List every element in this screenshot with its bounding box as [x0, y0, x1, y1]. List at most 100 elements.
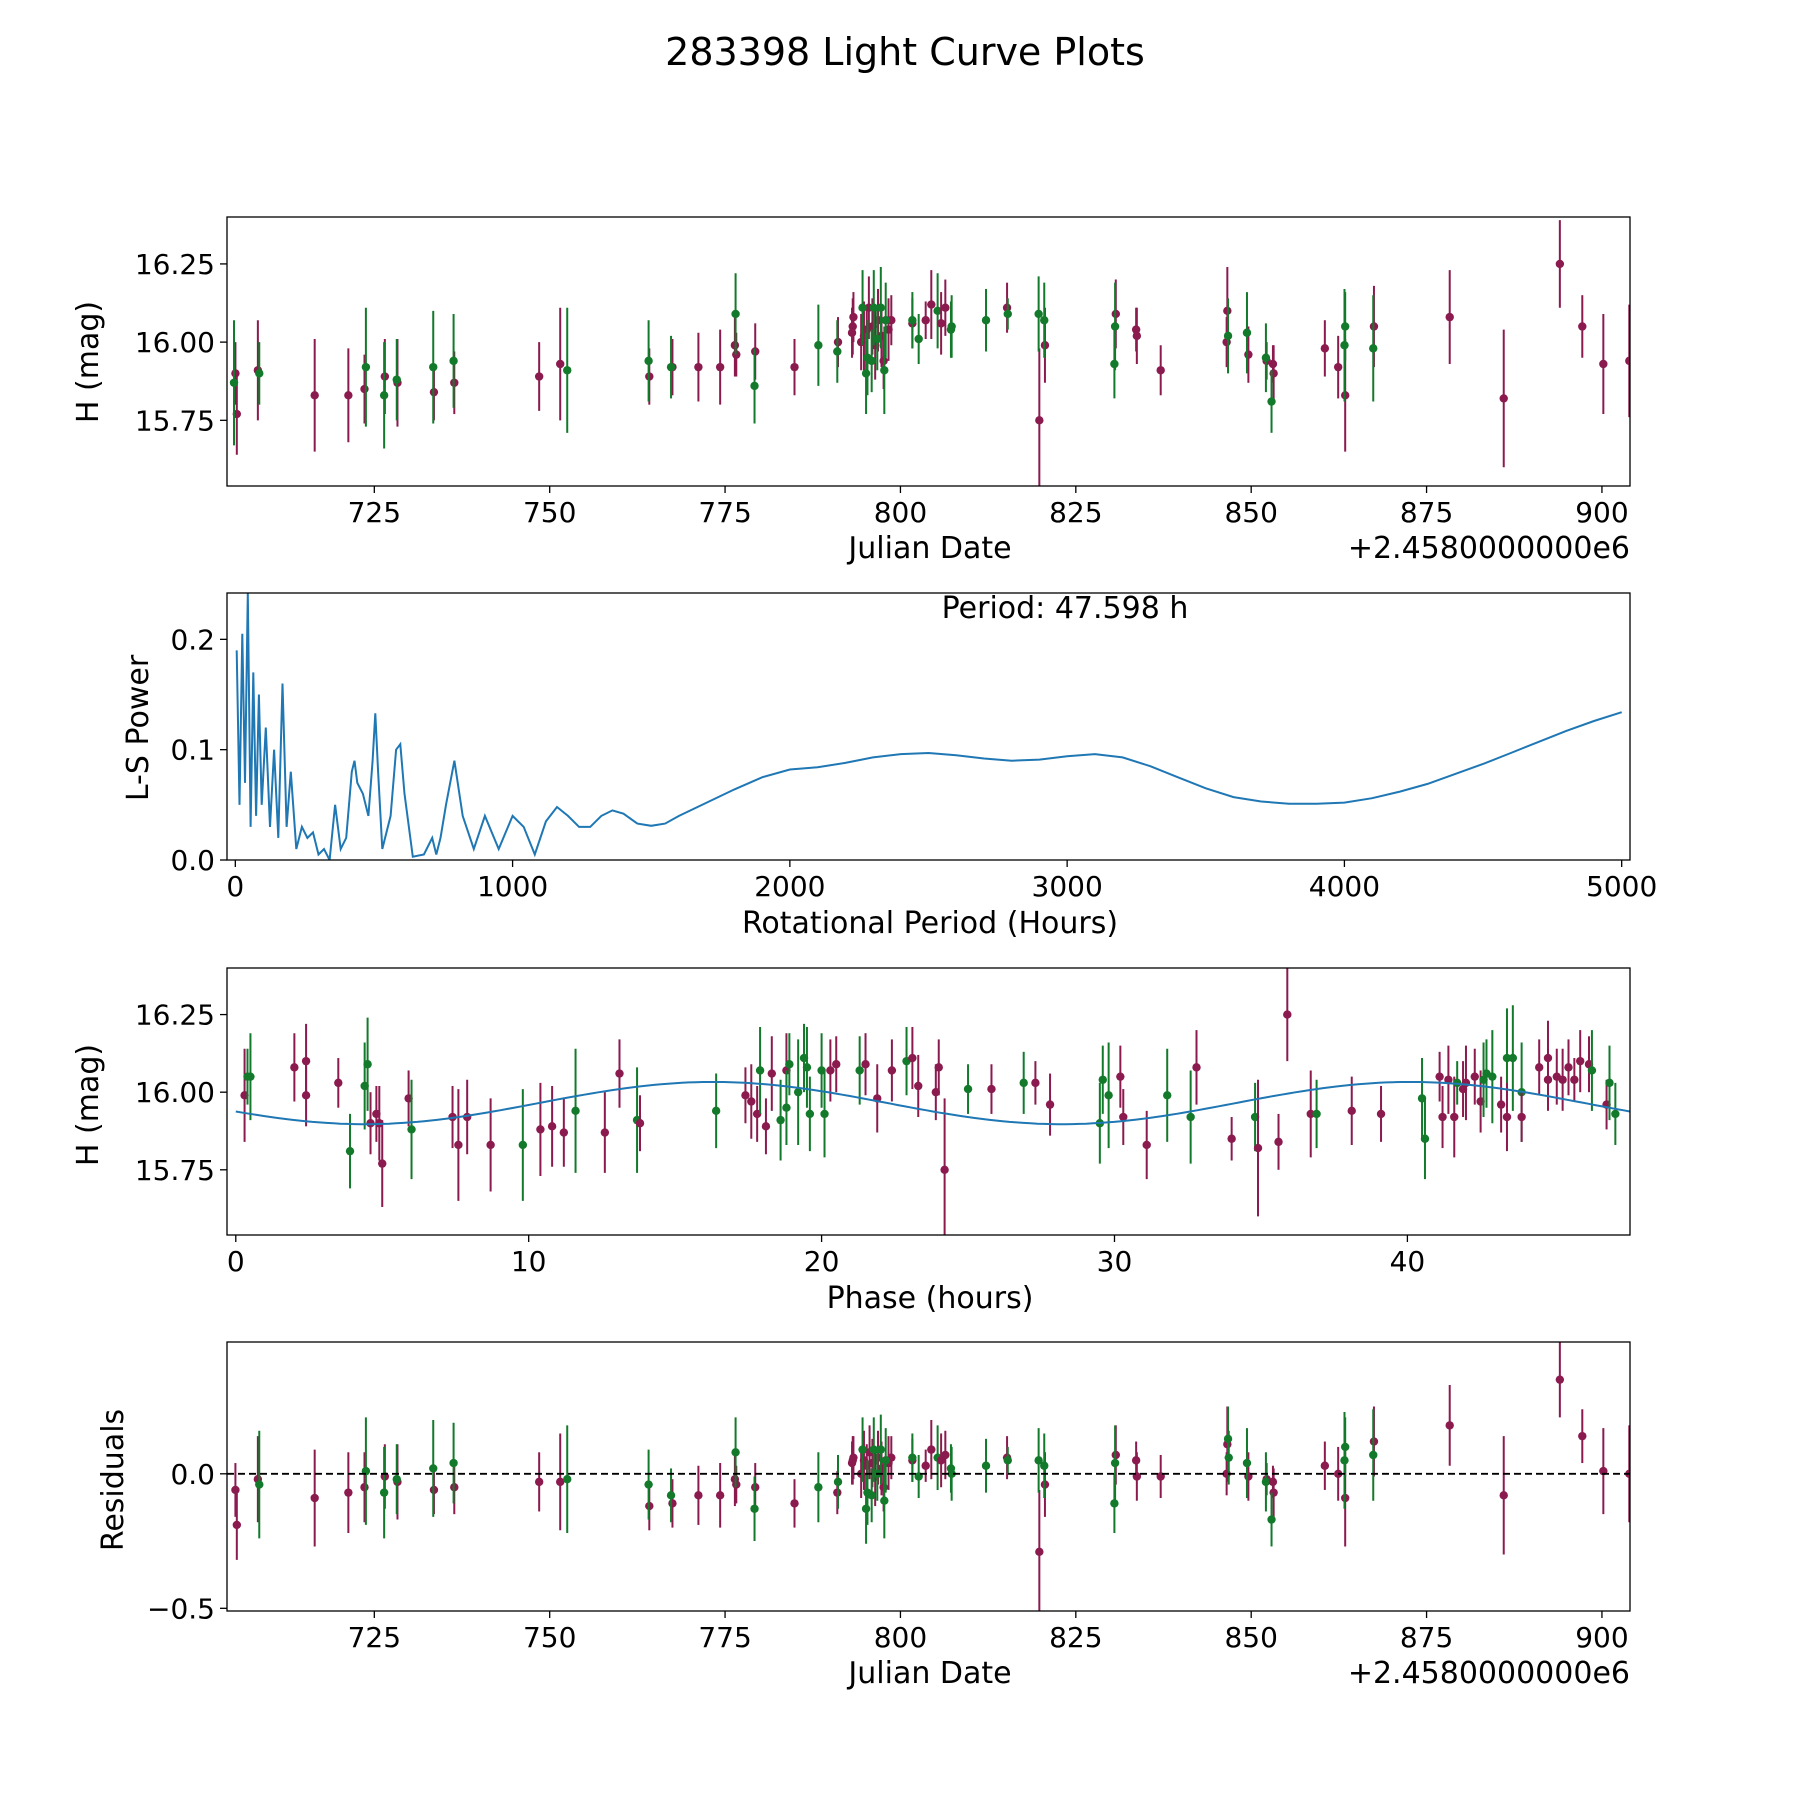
lightcurve-data-point — [981, 316, 991, 325]
residuals-data-point — [563, 1474, 572, 1484]
phased-data-point — [1508, 1053, 1518, 1063]
lightcurve-data-point — [255, 369, 264, 378]
lightcurve-data-point — [1340, 341, 1349, 350]
residuals-xtick-label: 800 — [874, 1621, 927, 1654]
phased-data-point — [1045, 1100, 1055, 1109]
residuals-data-point — [1040, 1461, 1049, 1470]
residuals-xtick-label: 900 — [1575, 1621, 1628, 1654]
lightcurve-data-point — [869, 303, 878, 312]
phased-data-point — [1253, 1143, 1263, 1153]
lightcurve-data-point — [1267, 397, 1276, 406]
figure-title: 283398 Light Curve Plots — [665, 30, 1145, 74]
residuals-data-point — [1555, 1375, 1565, 1384]
periodogram-ytick-label: 0.1 — [170, 734, 215, 767]
phased-data-point — [334, 1078, 343, 1088]
lightcurve-data-point — [344, 391, 353, 400]
lightcurve-data-point — [941, 303, 950, 312]
phased-data-point — [767, 1069, 776, 1078]
phased-xtick-label: 20 — [804, 1245, 840, 1278]
lightcurve-data-point — [914, 334, 923, 344]
phased-data-point — [1605, 1078, 1614, 1088]
residuals-data-point — [231, 1485, 240, 1495]
lightcurve-data-point — [933, 306, 942, 316]
residuals-data-point — [1261, 1477, 1271, 1487]
residuals-xtick-label: 850 — [1224, 1621, 1277, 1654]
phased-data-point — [246, 1072, 255, 1081]
residuals-xtick-label: 750 — [523, 1621, 576, 1654]
lightcurve-data-point — [858, 303, 867, 312]
phased-data-point — [1502, 1053, 1512, 1063]
lightcurve-data-point — [1445, 312, 1454, 322]
phased-data-point — [1535, 1063, 1544, 1072]
lightcurve-data-point — [1223, 331, 1233, 341]
phased-data-point — [776, 1115, 785, 1125]
phased-data-point — [345, 1146, 355, 1156]
phased-data-point — [1283, 1010, 1292, 1019]
phased-data-point — [1031, 1078, 1040, 1088]
residuals-data-point — [981, 1461, 991, 1470]
lightcurve-data-point — [1244, 350, 1253, 359]
periodogram-marks — [235, 593, 1623, 860]
periodogram-xtick-label: 0 — [226, 870, 244, 903]
residuals-data-point — [429, 1464, 438, 1473]
lightcurve-data-point — [1034, 309, 1043, 319]
phased-ytick-label: 16.25 — [135, 999, 215, 1032]
residuals-data-point — [666, 1491, 676, 1500]
residuals-data-point — [1034, 1456, 1043, 1465]
phased-data-point — [301, 1056, 311, 1066]
periodogram-xtick-label: 2000 — [754, 870, 825, 903]
lightcurve-xtick-label: 825 — [1049, 496, 1102, 529]
phased-data-point — [1376, 1109, 1386, 1119]
phased-data-point — [1098, 1075, 1107, 1084]
residuals-data-point — [694, 1491, 703, 1500]
phased-data-point — [600, 1128, 610, 1137]
phased-data-point — [407, 1125, 416, 1134]
lightcurve-data-point — [908, 316, 917, 325]
phased-data-point — [1564, 1063, 1573, 1072]
panel-residuals: Residuals Julian Date +2.4580000000e6 72… — [96, 1341, 1631, 1691]
residuals-data-point — [1242, 1458, 1252, 1468]
lightcurve-data-point — [1555, 259, 1565, 269]
residuals-data-point — [847, 1458, 857, 1468]
phased-data-point — [1450, 1112, 1459, 1122]
residuals-data-point — [947, 1469, 956, 1479]
phased-data-point — [547, 1122, 557, 1131]
residuals-offset-text: +2.4580000000e6 — [1348, 1656, 1630, 1691]
phased-data-point — [832, 1060, 841, 1069]
lightcurve-data-point — [1035, 416, 1044, 425]
phased-data-point — [826, 1066, 835, 1075]
phased-data-point — [1274, 1137, 1283, 1147]
phased-data-point — [761, 1122, 771, 1131]
phased-data-point — [1558, 1075, 1567, 1084]
lightcurve-data-point — [694, 362, 703, 372]
phased-data-point — [1517, 1112, 1526, 1122]
phased-xtick-label: 40 — [1390, 1245, 1426, 1278]
residuals-data-point — [881, 1456, 890, 1465]
phased-data-point — [934, 1063, 943, 1072]
lightcurve-offset-text: +2.4580000000e6 — [1348, 531, 1630, 566]
phased-data-point — [861, 1060, 870, 1069]
phased-data-point — [363, 1060, 372, 1069]
periodogram-annotation: Period: 47.598 h — [942, 591, 1189, 626]
residuals-data-point — [790, 1499, 799, 1508]
lightcurve-data-point — [880, 366, 889, 375]
phased-data-point — [747, 1097, 756, 1106]
phased-data-point — [1587, 1066, 1597, 1075]
periodogram-ytick-label: 0.0 — [170, 844, 215, 877]
residuals-data-point — [858, 1445, 867, 1454]
phased-data-point — [1488, 1072, 1497, 1081]
residuals-data-point — [310, 1493, 319, 1503]
periodogram-xtick-label: 1000 — [477, 870, 548, 903]
lightcurve-data-point — [1040, 316, 1049, 325]
phased-data-point — [1306, 1109, 1315, 1119]
periodogram-xlabel: Rotational Period (Hours) — [742, 906, 1118, 941]
lightcurve-data-point — [360, 384, 369, 394]
phased-data-point — [1142, 1140, 1151, 1150]
lightcurve-data-point — [715, 362, 725, 372]
residuals-data-point — [867, 1491, 876, 1500]
panel-periodogram: L-S Power Rotational Period (Hours) Peri… — [121, 591, 1657, 941]
lightcurve-data-point — [1003, 309, 1012, 319]
lightcurve-ytick-label: 15.75 — [135, 404, 215, 437]
lightcurve-xtick-label: 850 — [1224, 496, 1277, 529]
lightcurve-marks — [229, 220, 1630, 486]
